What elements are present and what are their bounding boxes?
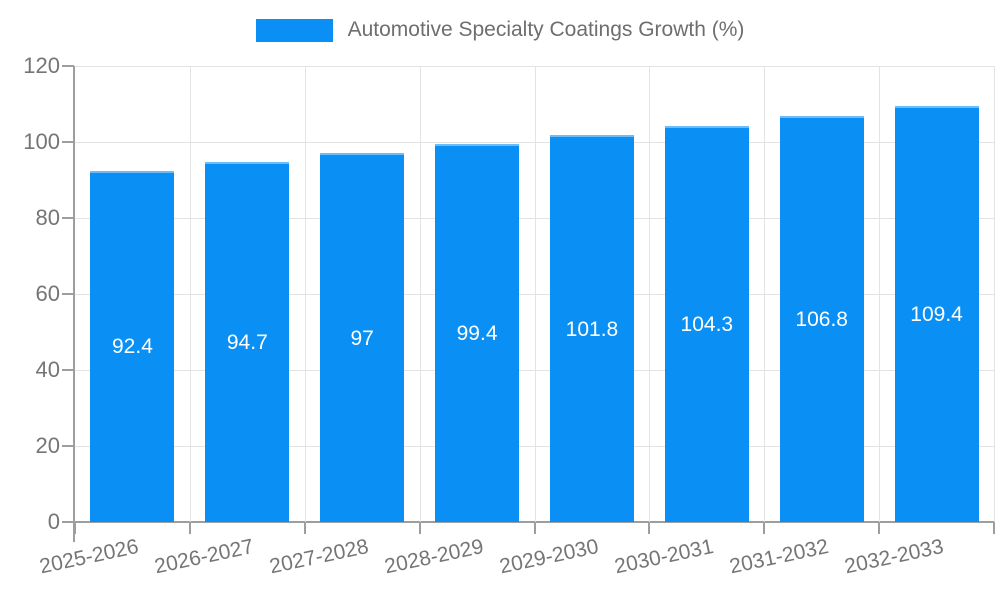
bar-value-label: 92.4 (112, 335, 153, 359)
bar-2031-2032[interactable]: 106.8 (779, 116, 864, 522)
x-tick-mark (74, 522, 76, 534)
plot-area: 92.4 94.7 97 99.4 101.8 104.3 106.8 109.4 (75, 66, 995, 522)
x-tick-mark (878, 522, 881, 534)
x-gridline (994, 66, 995, 522)
x-tick-mark (188, 522, 191, 534)
legend-swatch-icon (255, 18, 333, 42)
y-axis-line (73, 66, 75, 542)
x-tick-mark (763, 522, 766, 534)
x-tick-mark (533, 522, 536, 534)
y-tick-mark (62, 445, 74, 447)
legend-label: Automotive Specialty Coatings Growth (%) (347, 18, 745, 41)
bar-2030-2031[interactable]: 104.3 (664, 125, 749, 522)
x-tick-mark (993, 522, 995, 534)
bar-value-label: 97 (350, 326, 374, 350)
y-tick-mark (62, 521, 74, 523)
bar-2027-2028[interactable]: 97 (320, 153, 405, 522)
x-gridline (764, 66, 766, 522)
y-tick-label: 80 (35, 205, 60, 230)
x-gridline (419, 66, 421, 522)
bar-2026-2027[interactable]: 94.7 (205, 162, 290, 522)
y-tick-label: 0 (47, 509, 60, 534)
x-gridline (879, 66, 881, 522)
x-gridline (189, 66, 191, 522)
x-tick-mark (648, 522, 651, 534)
y-tick-label: 40 (35, 357, 60, 382)
bar-value-label: 99.4 (456, 322, 498, 346)
bar-2025-2026[interactable]: 92.4 (90, 170, 175, 522)
y-tick-mark (62, 293, 74, 295)
bar-2028-2029[interactable]: 99.4 (435, 144, 520, 522)
bar-2029-2030[interactable]: 101.8 (549, 135, 634, 522)
y-tick-label: 120 (23, 53, 60, 78)
y-tick-label: 100 (23, 129, 60, 154)
y-tick-label: 20 (35, 433, 60, 458)
bar-value-label: 106.8 (795, 308, 848, 332)
bar-value-label: 104.3 (680, 312, 734, 336)
bar-2032-2033[interactable]: 109.4 (894, 106, 979, 522)
bar-value-label: 101.8 (565, 317, 619, 341)
x-gridline (649, 66, 651, 522)
y-tick-mark (62, 65, 74, 67)
x-tick-mark (303, 522, 306, 534)
chart-legend[interactable]: Automotive Specialty Coatings Growth (%) (0, 16, 1000, 44)
y-tick-mark (62, 141, 74, 143)
y-tick-mark (62, 217, 74, 219)
x-gridline (534, 66, 536, 522)
y-tick-label: 60 (35, 281, 60, 306)
x-gridline (304, 66, 306, 522)
y-tick-mark (62, 369, 74, 371)
x-tick-mark (418, 522, 421, 534)
bar-value-label: 94.7 (226, 331, 268, 355)
bar-value-label: 109.4 (910, 303, 963, 327)
